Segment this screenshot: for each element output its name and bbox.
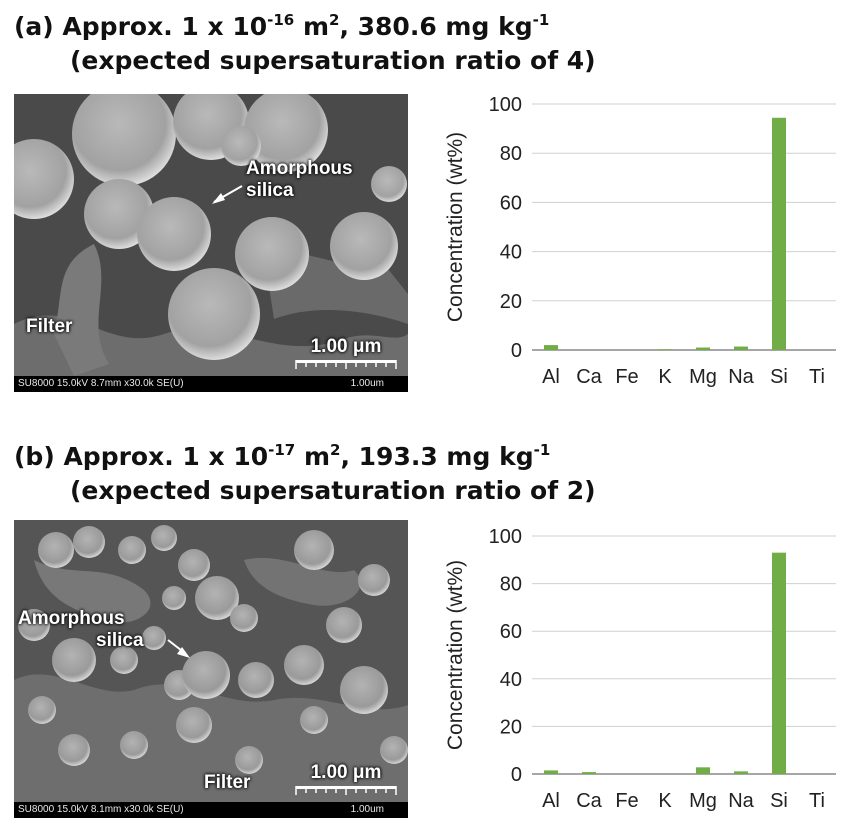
x-tick-label-mg: Mg xyxy=(689,366,717,388)
panel-a-title-prefix: (a) Approx. 1 x 10 xyxy=(14,12,268,41)
panel-a-bar-chart: 0 20 40 60 80 100 Al Ca Fe K Mg Na Si Ti Concentration… xyxy=(444,94,836,388)
panel-a-title-unit: m xyxy=(294,12,329,41)
y-tick-label: 100 xyxy=(489,94,522,116)
y-tick-label: 40 xyxy=(500,242,522,264)
x-tick-label-mg: Mg xyxy=(689,790,717,812)
panel-a-scale-bar-label: 1.00 μm xyxy=(310,336,382,357)
bar-na xyxy=(734,346,748,350)
panel-b-scale-bar-label: 1.00 μm xyxy=(310,762,382,783)
x-tick-label-si: Si xyxy=(770,366,788,388)
panel-b-title-unit: m xyxy=(295,442,331,471)
y-tick-label: 60 xyxy=(500,192,522,214)
x-tick-label-si: Si xyxy=(770,790,788,812)
x-tick-label-ca: Ca xyxy=(576,366,602,388)
panel-a-title-value: , 380.6 mg kg xyxy=(339,12,533,41)
panel-a-info-scale: 1.00um xyxy=(350,378,384,389)
panel-a-title-exponent: -16 xyxy=(267,11,295,29)
x-tick-label-ca: Ca xyxy=(576,790,602,812)
panel-a-scale-bar: 1.00 μm xyxy=(292,336,400,374)
panel-b-filter-label: Filter xyxy=(204,772,251,793)
bar-al xyxy=(544,770,558,774)
panel-b-info-meta: SU8000 15.0kV 8.1mm x30.0k SE(U) xyxy=(18,804,184,815)
panel-a-subtitle: (expected supersaturation ratio of 4) xyxy=(70,46,596,75)
bar-k xyxy=(658,349,672,350)
bar-ca xyxy=(582,772,596,774)
bar-si xyxy=(772,117,786,350)
y-tick-label: 80 xyxy=(500,574,522,596)
panel-b-title-value: , 193.3 mg kg xyxy=(340,442,534,471)
panel-a-silica-label: Amorphous silica xyxy=(246,158,353,202)
panel-a-y-axis-label: Concentration (wt%) xyxy=(444,132,467,322)
panel-b-bar-chart: 0 20 40 60 80 100 Al Ca Fe K Mg Na Si Ti Concentration… xyxy=(444,526,836,812)
panel-b-title-line: (b) Approx. 1 x 10-17 m2, 193.3 mg kg-1 xyxy=(14,440,844,474)
panel-a-title-value-exponent: -1 xyxy=(532,11,550,29)
panel-a-title-unit-exponent: 2 xyxy=(329,11,340,29)
y-tick-label: 60 xyxy=(500,621,522,643)
y-tick-label: 20 xyxy=(500,291,522,313)
panel-b-title-exponent: -17 xyxy=(268,441,296,459)
bar-mg xyxy=(696,347,710,350)
x-tick-label-na: Na xyxy=(728,366,754,388)
panel-a-info-bar: SU8000 15.0kV 8.7mm x30.0k SE(U) 1.00um xyxy=(14,376,408,392)
panel-a-filter-label: Filter xyxy=(26,316,73,337)
x-tick-label-al: Al xyxy=(542,366,560,388)
y-tick-label: 20 xyxy=(500,716,522,738)
y-tick-label: 0 xyxy=(511,340,522,362)
panel-b-scale-ruler xyxy=(295,786,397,795)
panel-b-silica-label-line2: silica xyxy=(96,630,144,651)
y-tick-label: 80 xyxy=(500,143,522,165)
panel-b-chart: 0 20 40 60 80 100 Al Ca Fe K Mg Na Si Ti Concentration… xyxy=(440,514,840,820)
panel-b-subtitle: (expected supersaturation ratio of 2) xyxy=(70,476,596,505)
x-tick-label-ti: Ti xyxy=(809,366,825,388)
bar-mg xyxy=(696,767,710,774)
panel-b-title: (b) Approx. 1 x 10-17 m2, 193.3 mg kg-1 … xyxy=(14,440,844,508)
y-tick-label: 40 xyxy=(500,669,522,691)
x-tick-label-fe: Fe xyxy=(615,366,638,388)
panel-b-title-value-exponent: -1 xyxy=(533,441,551,459)
panel-b-silica-label-line1: Amorphous xyxy=(18,608,125,629)
panel-a-silica-label-line1: Amorphous xyxy=(246,158,353,179)
bar-si xyxy=(772,552,786,774)
x-tick-label-ti: Ti xyxy=(809,790,825,812)
x-tick-label-al: Al xyxy=(542,790,560,812)
panel-b-title-prefix: (b) Approx. 1 x 10 xyxy=(14,442,269,471)
panel-b-micrograph xyxy=(14,520,408,802)
panel-a-silica-label-line2: silica xyxy=(246,180,294,201)
panel-a-chart: 0 20 40 60 80 100 Al Ca Fe K Mg Na Si Ti Concentration… xyxy=(440,88,840,400)
x-tick-label-k: K xyxy=(658,790,672,812)
panel-b-y-axis-label: Concentration (wt%) xyxy=(444,560,467,750)
x-tick-label-na: Na xyxy=(728,790,754,812)
panel-b-info-scale: 1.00um xyxy=(350,804,384,815)
x-tick-label-fe: Fe xyxy=(615,790,638,812)
panel-a-sem-image: Amorphous silica Filter 1.00 μm SU8000 1… xyxy=(14,94,408,392)
y-tick-label: 100 xyxy=(489,526,522,548)
panel-b-scale-bar: 1.00 μm xyxy=(292,762,400,800)
panel-a-micrograph xyxy=(14,94,408,376)
panel-a-title: (a) Approx. 1 x 10-16 m2, 380.6 mg kg-1 … xyxy=(14,10,844,78)
panel-a-info-meta: SU8000 15.0kV 8.7mm x30.0k SE(U) xyxy=(18,378,184,389)
panel-a-scale-ruler xyxy=(295,360,397,369)
panel-b-sem-image: Amorphous silica Filter 1.00 μm SU8000 1… xyxy=(14,520,408,818)
panel-b-info-bar: SU8000 15.0kV 8.1mm x30.0k SE(U) 1.00um xyxy=(14,802,408,818)
panel-b-silica-label: Amorphous silica xyxy=(18,608,144,652)
panel-b-title-unit-exponent: 2 xyxy=(330,441,341,459)
x-tick-label-k: K xyxy=(658,366,672,388)
bar-na xyxy=(734,771,748,774)
y-tick-label: 0 xyxy=(511,764,522,786)
panel-a-title-line: (a) Approx. 1 x 10-16 m2, 380.6 mg kg-1 xyxy=(14,10,844,44)
bar-al xyxy=(544,345,558,350)
